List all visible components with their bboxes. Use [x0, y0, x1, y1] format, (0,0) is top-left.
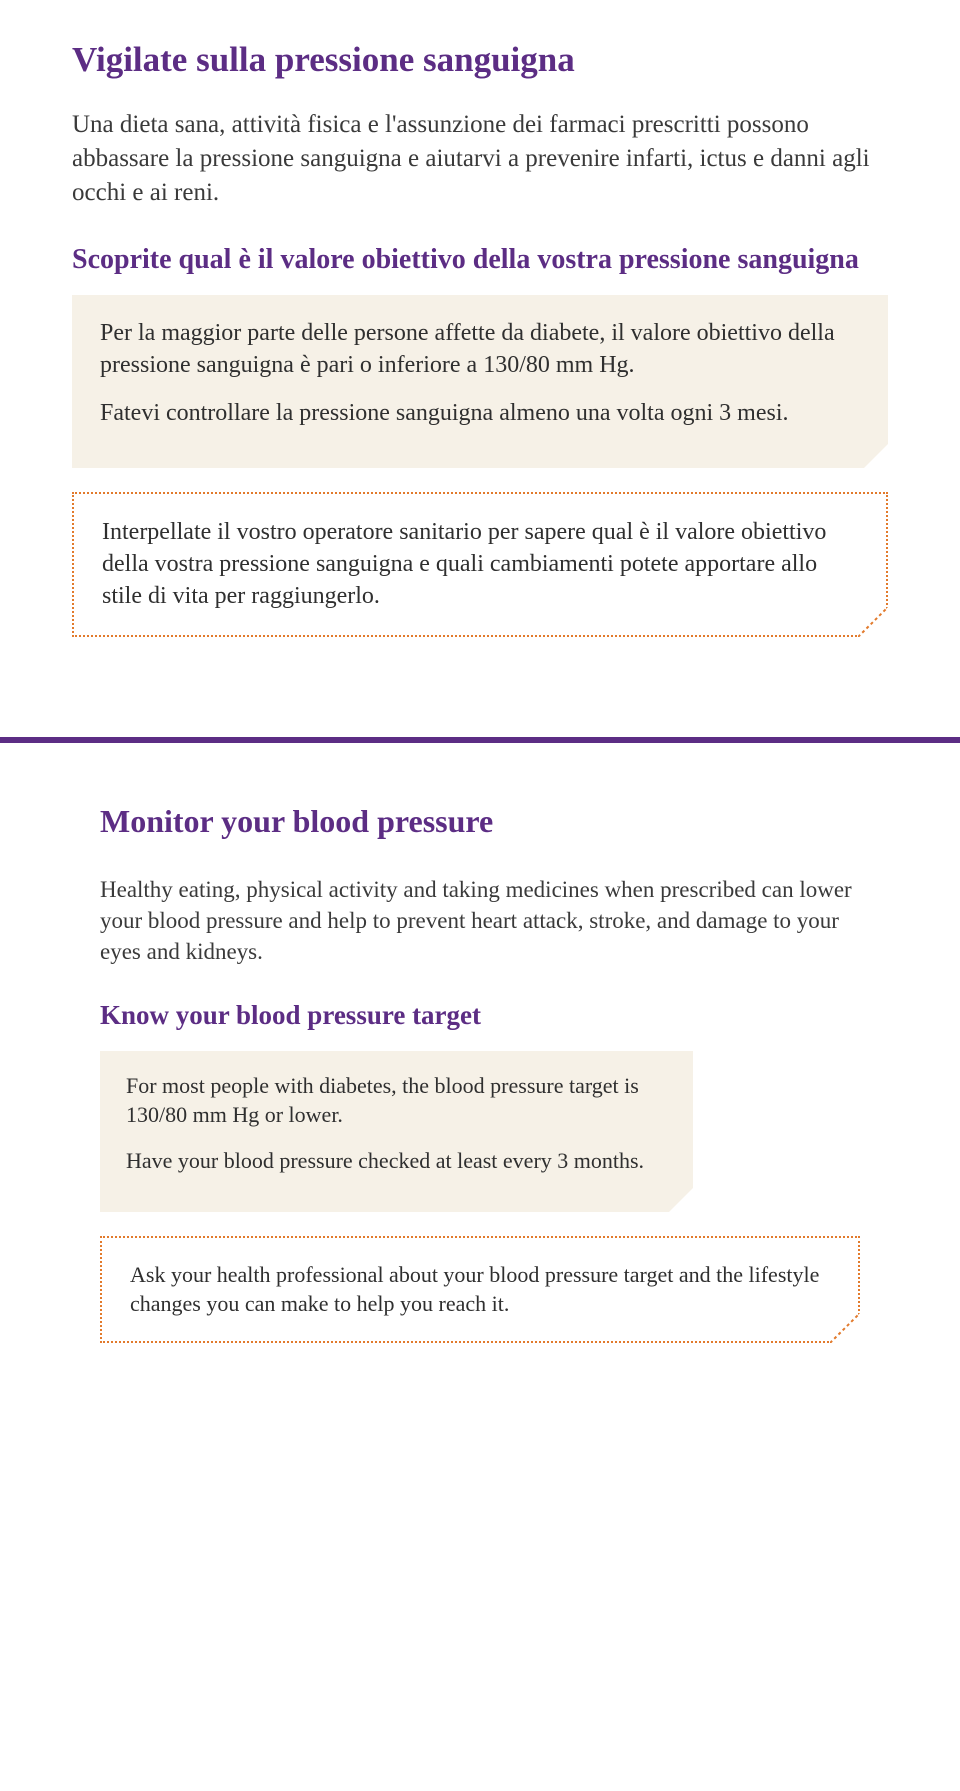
dotbox-english: Ask your health professional about your …	[100, 1236, 860, 1343]
infobox-p1-english: For most people with diabetes, the blood…	[126, 1071, 667, 1130]
dotbox-text-italian: Interpellate il vostro operatore sanitar…	[102, 516, 858, 613]
section-italian: Vigilate sulla pressione sanguigna Una d…	[0, 0, 960, 737]
title-italian: Vigilate sulla pressione sanguigna	[72, 40, 888, 80]
intro-english: Healthy eating, physical activity and ta…	[100, 874, 860, 967]
section-divider	[0, 737, 960, 743]
dotbox-notch-icon	[830, 1313, 860, 1343]
section-english: Monitor your blood pressure Healthy eati…	[0, 763, 960, 1403]
dotbox-notch-icon	[858, 607, 888, 637]
infobox-p1-italian: Per la maggior parte delle persone affet…	[100, 317, 860, 382]
dotbox-italian: Interpellate il vostro operatore sanitar…	[72, 492, 888, 637]
subheading-english: Know your blood pressure target	[100, 999, 860, 1033]
title-english: Monitor your blood pressure	[100, 803, 860, 840]
infobox-notch-icon	[668, 1187, 694, 1213]
dotbox-text-english: Ask your health professional about your …	[130, 1260, 830, 1319]
infobox-p2-italian: Fatevi controllare la pressione sanguign…	[100, 397, 860, 429]
subheading-italian: Scoprite qual è il valore obiettivo dell…	[72, 242, 888, 277]
infobox-italian: Per la maggior parte delle persone affet…	[72, 295, 888, 468]
infobox-p2-english: Have your blood pressure checked at leas…	[126, 1146, 667, 1176]
document-page: Vigilate sulla pressione sanguigna Una d…	[0, 0, 960, 1403]
intro-italian: Una dieta sana, attività fisica e l'assu…	[72, 108, 888, 209]
infobox-english: For most people with diabetes, the blood…	[100, 1051, 693, 1212]
infobox-notch-icon	[863, 443, 889, 469]
